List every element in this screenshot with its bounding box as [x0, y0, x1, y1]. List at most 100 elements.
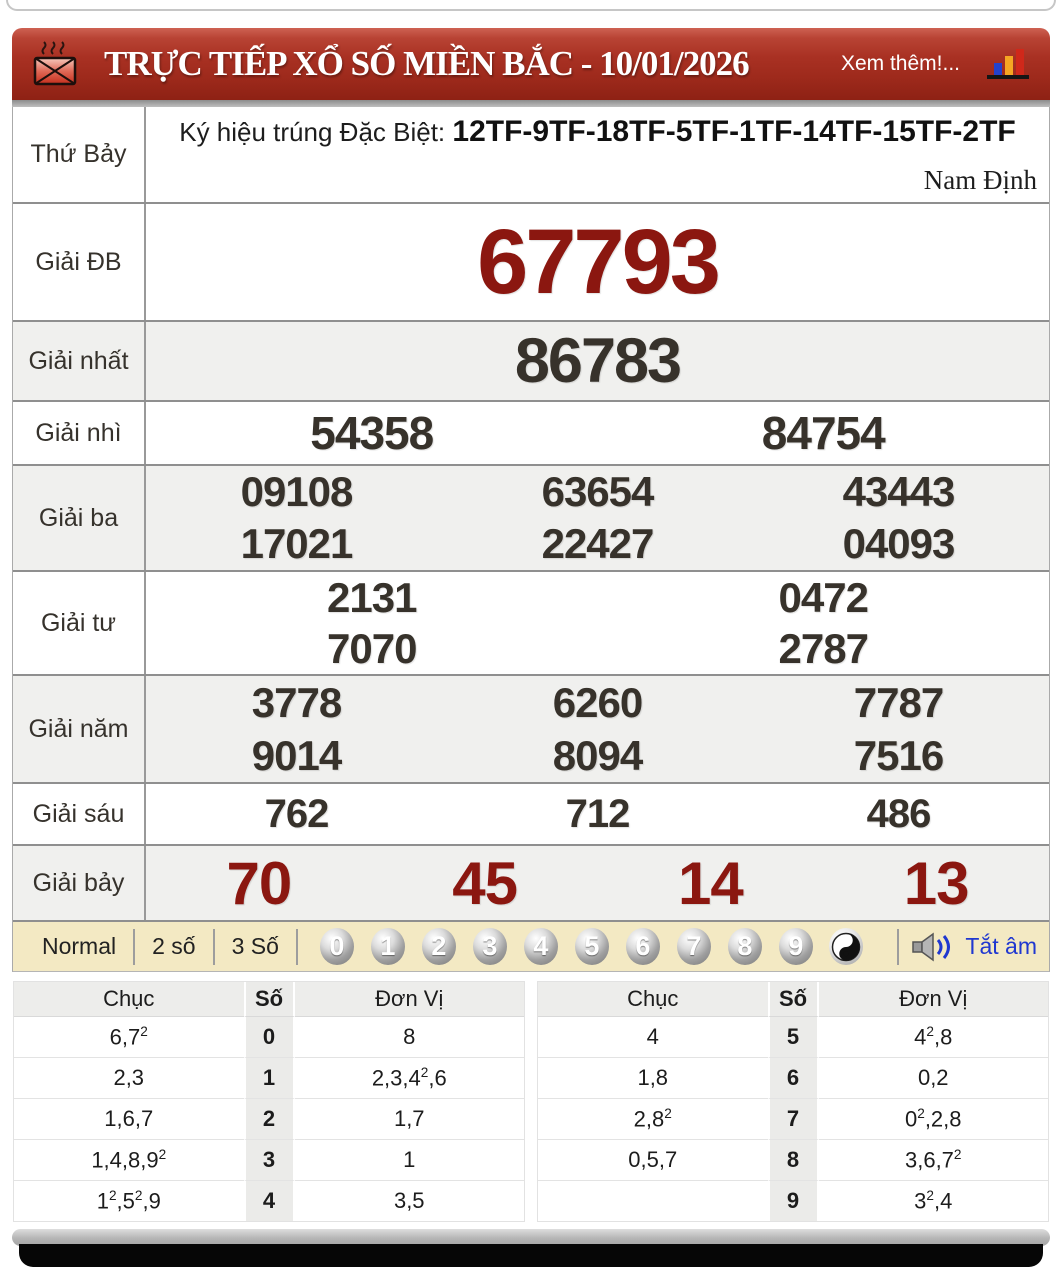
digit-button-0[interactable]: 0 [319, 928, 354, 965]
prize-number: 67793 [477, 210, 721, 313]
prize-number: 17021 [240, 520, 354, 567]
summary-row: 0,5,7 8 3,6,72 [538, 1140, 1048, 1181]
summary-row: 4 5 42,8 [538, 1017, 1048, 1058]
summary-header: Đơn Vị [294, 982, 524, 1017]
prize-row: Giải bảy 70 45 14 13 [13, 846, 1049, 922]
summary-cell: 2,3,42,6 [294, 1058, 524, 1099]
footer-gray-bar [12, 1229, 1050, 1246]
prize-number: 712 [565, 791, 631, 836]
summary-cell: 1,8 [538, 1058, 768, 1099]
summary-cell: 3,5 [294, 1181, 524, 1221]
digit-button-4[interactable]: 4 [523, 928, 558, 965]
prize-number: 6260 [552, 678, 643, 726]
sign-value: 12TF-9TF-18TF-5TF-1TF-14TF-15TF-2TF [452, 115, 1016, 148]
summary-digit: 0 [243, 1017, 295, 1058]
summary-row: 1,4,8,92 3 1 [14, 1140, 524, 1181]
prize-values: 762 712 486 [146, 784, 1049, 844]
lottery-board: TRỰC TIẾP XỔ SỐ MIỀN BẮC - 10/01/2026 Xe… [12, 28, 1050, 972]
digit-button-6[interactable]: 6 [625, 928, 660, 965]
summary-digit: 9 [767, 1181, 819, 1221]
digit-summary: Chục Số Đơn Vị 6,72 0 8 2,3 1 2,3,42,6 1,6,7 2 1,7 1… [13, 981, 1049, 1222]
summary-digit: 7 [767, 1099, 819, 1140]
prize-values: 86783 [146, 322, 1049, 400]
summary-table-right: Chục Số Đơn Vị 4 5 42,8 1,8 6 0,2 2,82 7 02,2,8 0,5,… [537, 981, 1049, 1222]
prize-number: 45 [452, 849, 518, 917]
prize-row: Giải nhất 86783 [13, 322, 1049, 402]
prize-label: Giải bảy [13, 846, 146, 920]
bar-chart-icon[interactable] [986, 46, 1030, 82]
prize-number: 7787 [853, 678, 944, 726]
mode-3-digits[interactable]: 3 Số [231, 933, 279, 959]
envelope-icon [32, 41, 78, 87]
summary-digit: 1 [243, 1058, 295, 1099]
summary-header: Chục [538, 982, 768, 1017]
prize-number: 7516 [853, 731, 944, 779]
summary-row: 2,3 1 2,3,42,6 [14, 1058, 524, 1099]
summary-cell: 2,82 [538, 1099, 768, 1140]
digit-button-1[interactable]: 1 [370, 928, 405, 965]
prize-number: 2787 [778, 624, 869, 672]
summary-cell: 1,7 [294, 1099, 524, 1140]
separator [295, 928, 298, 965]
summary-header: Số [243, 982, 295, 1017]
mute-button[interactable]: Tắt âm [965, 933, 1037, 959]
digit-button-3[interactable]: 3 [472, 928, 507, 965]
summary-cell: 2,3 [14, 1058, 244, 1099]
prize-number: 86783 [514, 326, 682, 396]
summary-cell: 8 [294, 1017, 524, 1058]
prize-number: 486 [866, 791, 932, 836]
summary-cell: 1,6,7 [14, 1099, 244, 1140]
summary-row: 1,8 6 0,2 [538, 1058, 1048, 1099]
sign-cell: Ký hiệu trúng Đặc Biệt: 12TF-9TF-18TF-5T… [146, 107, 1049, 202]
speaker-icon[interactable] [911, 931, 953, 963]
summary-digit: 3 [243, 1140, 295, 1181]
prize-row: Giải nhì 54358 84754 [13, 402, 1049, 466]
prize-number: 22427 [541, 520, 655, 567]
summary-row: 12,52,9 4 3,5 [14, 1181, 524, 1221]
mode-2-digits[interactable]: 2 số [152, 933, 196, 959]
prize-row: Giải ĐB 67793 [13, 204, 1049, 322]
summary-cell: 12,52,9 [14, 1181, 244, 1221]
summary-row: 6,72 0 8 [14, 1017, 524, 1058]
prize-number: 13 [903, 849, 970, 917]
separator [133, 928, 136, 965]
prize-values: 3778 6260 7787 9014 8094 7516 [146, 676, 1049, 782]
header-divider [12, 100, 1050, 107]
top-edge-decoration [6, 0, 1056, 11]
summary-cell: 1,4,8,92 [14, 1140, 244, 1181]
yin-yang-button[interactable] [828, 928, 863, 965]
prize-values: 2131 0472 7070 2787 [146, 572, 1049, 674]
sound-controls: Tắt âm [897, 928, 1037, 965]
summary-digit: 8 [767, 1140, 819, 1181]
footer-black-bar [19, 1244, 1043, 1267]
digit-button-8[interactable]: 8 [727, 928, 762, 965]
summary-cell [538, 1181, 768, 1221]
digit-button-7[interactable]: 7 [676, 928, 711, 965]
see-more-link[interactable]: Xem thêm!... [840, 52, 960, 75]
prize-number: 70 [226, 849, 293, 917]
digit-button-9[interactable]: 9 [778, 928, 813, 965]
province-label: Nam Định [923, 165, 1037, 195]
prize-label: Giải ĐB [13, 204, 146, 320]
summary-cell: 02,2,8 [818, 1099, 1048, 1140]
digit-button-5[interactable]: 5 [574, 928, 609, 965]
prize-number: 84754 [761, 407, 886, 459]
prize-values: 54358 84754 [146, 402, 1049, 464]
prize-row: Giải ba 09108 63654 43443 17021 22427 04093 [13, 466, 1049, 572]
summary-cell: 42,8 [818, 1017, 1048, 1058]
digit-button-2[interactable]: 2 [421, 928, 456, 965]
prize-label: Giải nhất [13, 322, 146, 400]
prize-label: Giải năm [13, 676, 146, 782]
prize-number: 54358 [310, 407, 434, 459]
results-table: Thứ Bảy Ký hiệu trúng Đặc Biệt: 12TF-9TF… [12, 107, 1050, 922]
prize-number: 9014 [251, 731, 342, 779]
prize-label: Giải nhì [13, 402, 146, 464]
prize-number: 09108 [240, 468, 354, 515]
mode-normal[interactable]: Normal [42, 933, 117, 959]
prize-row: Giải sáu 762 712 486 [13, 784, 1049, 846]
prize-number: 14 [678, 849, 744, 917]
summary-digit: 5 [767, 1017, 819, 1058]
summary-cell: 0,5,7 [538, 1140, 768, 1181]
summary-digit: 4 [243, 1181, 295, 1221]
